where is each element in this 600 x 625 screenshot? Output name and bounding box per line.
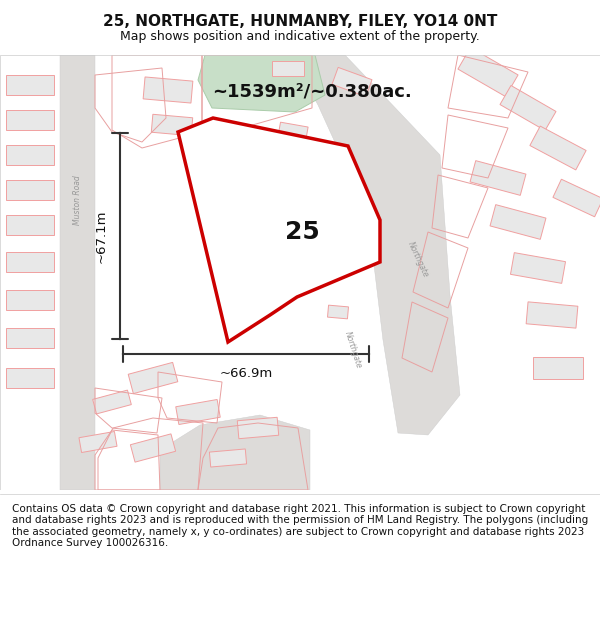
Polygon shape [278,122,308,142]
Polygon shape [6,290,54,310]
Polygon shape [236,245,259,259]
Polygon shape [511,253,566,283]
Polygon shape [211,221,235,235]
Polygon shape [530,126,586,170]
Polygon shape [261,266,283,279]
Text: ~67.1m: ~67.1m [95,209,108,262]
Polygon shape [79,431,117,452]
Text: ~66.9m: ~66.9m [220,367,272,380]
Polygon shape [6,110,54,130]
Text: Muston Road: Muston Road [74,175,83,225]
Polygon shape [6,180,54,200]
Polygon shape [526,302,578,328]
Polygon shape [178,118,380,342]
Polygon shape [272,61,304,76]
Polygon shape [160,415,310,490]
Polygon shape [470,161,526,196]
Polygon shape [533,357,583,379]
Polygon shape [553,179,600,217]
Text: Contains OS data © Crown copyright and database right 2021. This information is : Contains OS data © Crown copyright and d… [12,504,588,548]
Polygon shape [6,368,54,388]
Polygon shape [151,114,193,136]
Text: 25, NORTHGATE, HUNMANBY, FILEY, YO14 0NT: 25, NORTHGATE, HUNMANBY, FILEY, YO14 0NT [103,14,497,29]
Polygon shape [6,252,54,272]
Polygon shape [332,68,372,97]
Text: Northgate: Northgate [406,241,430,279]
Polygon shape [92,390,131,414]
Polygon shape [298,170,326,186]
Polygon shape [176,399,220,424]
Polygon shape [206,182,229,194]
Polygon shape [237,418,279,439]
Text: 25: 25 [284,220,319,244]
Polygon shape [60,55,95,490]
Polygon shape [500,86,556,131]
Polygon shape [130,434,176,462]
Polygon shape [6,75,54,95]
Text: Map shows position and indicative extent of the property.: Map shows position and indicative extent… [120,30,480,43]
Text: Northgate: Northgate [343,330,363,370]
Polygon shape [128,362,178,394]
Polygon shape [290,55,460,435]
Polygon shape [215,141,241,155]
Polygon shape [198,55,325,112]
Polygon shape [143,77,193,103]
Polygon shape [328,305,349,319]
Polygon shape [490,204,546,239]
Polygon shape [6,145,54,165]
Text: ~1539m²/~0.380ac.: ~1539m²/~0.380ac. [212,83,412,101]
Polygon shape [458,48,518,97]
Polygon shape [6,328,54,348]
Polygon shape [6,215,54,235]
Polygon shape [209,449,247,467]
